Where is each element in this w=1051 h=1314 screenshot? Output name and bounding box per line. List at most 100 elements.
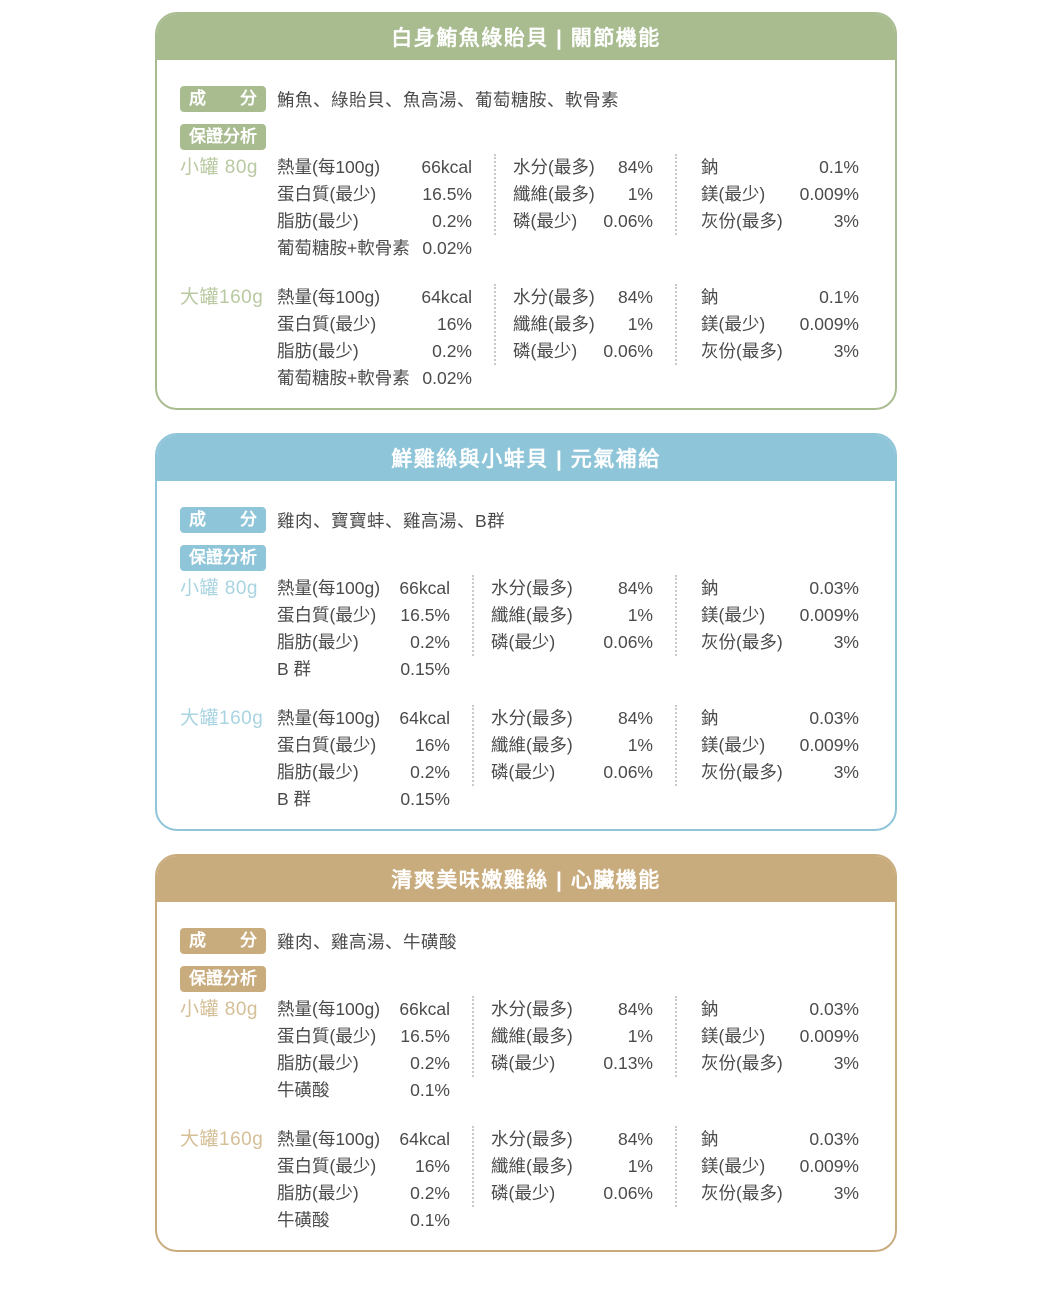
nutrition-row: 脂肪(最少) 0.2%	[277, 1050, 450, 1077]
nutrient-value: 0.06%	[603, 762, 653, 782]
nutrient-label: 脂肪(最少)	[277, 341, 359, 361]
nutrient-value: 0.2%	[432, 211, 472, 231]
nutrient-label: B 群	[277, 789, 312, 809]
card-body: 成分 雞肉、寶寶蚌、雞高湯、B群 保證分析 小罐 80g 熱量(每100g) 66…	[157, 481, 895, 829]
nutrient-value: 0.06%	[603, 632, 653, 652]
nutrient-label: 熱量(每100g)	[277, 999, 381, 1019]
nutrient-value: 1%	[627, 605, 653, 625]
nutrient-label: 水分(最多)	[491, 1129, 573, 1149]
large-can-section: 大罐160g 熱量(每100g) 64kcal 蛋白質(最少) 16% 脂肪(最少)…	[180, 1126, 895, 1234]
nutrient-value: 16.5%	[422, 184, 472, 204]
nutrient-value: 0.2%	[410, 1183, 450, 1203]
product-card-tender-chicken: 清爽美味嫩雞絲 | 心臟機能 成分 雞肉、雞高湯、牛磺酸 保證分析 小罐 80g…	[155, 854, 897, 1252]
nutrition-row: 蛋白質(最少) 16%	[277, 732, 450, 759]
nutrition-row: 纖維(最多) 1%	[491, 602, 653, 629]
nutrition-row: 灰份(最多) 3%	[701, 759, 859, 786]
ingredients-badge: 成分	[180, 928, 266, 954]
nutrition-row: 脂肪(最少) 0.2%	[277, 338, 472, 365]
nutrition-row: 纖維(最多) 1%	[491, 1023, 653, 1050]
nutrient-label: 熱量(每100g)	[277, 578, 381, 598]
nutrition-row: 鎂(最少) 0.009%	[701, 732, 859, 759]
nutrient-value: 0.2%	[410, 762, 450, 782]
nutrient-value: 16%	[414, 735, 450, 755]
nutrient-value: 3%	[833, 1053, 859, 1073]
nutrient-value: 0.1%	[410, 1210, 450, 1230]
card-title-bar: 鮮雞絲與小蚌貝 | 元氣補給	[157, 435, 895, 481]
nutrition-column-minerals: 鈉 0.03% 鎂(最少) 0.009% 灰份(最多) 3%	[701, 996, 859, 1077]
nutrient-value: 84%	[617, 157, 653, 177]
nutrient-value: 64kcal	[399, 1129, 450, 1149]
column-divider	[472, 575, 474, 656]
nutrient-value: 66kcal	[421, 157, 472, 177]
nutrition-row: 葡萄糖胺+軟骨素 0.02%	[277, 235, 472, 262]
nutrient-label: 灰份(最多)	[701, 632, 783, 652]
column-divider	[675, 996, 677, 1077]
nutrient-value: 0.13%	[603, 1053, 653, 1073]
nutrient-label: B 群	[277, 659, 312, 679]
nutrition-row: 脂肪(最少) 0.2%	[277, 629, 450, 656]
small-can-section: 小罐 80g 熱量(每100g) 66kcal 蛋白質(最少) 16.5% 脂肪(最…	[180, 154, 895, 262]
nutrition-column-energy: 熱量(每100g) 66kcal 蛋白質(最少) 16.5% 脂肪(最少) 0.2% …	[277, 575, 450, 683]
nutrient-label: 鎂(最少)	[701, 1026, 766, 1046]
nutrient-value: 0.009%	[799, 1156, 859, 1176]
nutrition-column-energy: 熱量(每100g) 66kcal 蛋白質(最少) 16.5% 脂肪(最少) 0.2% …	[277, 996, 450, 1104]
nutrition-row: 鎂(最少) 0.009%	[701, 1023, 859, 1050]
nutrition-row: 灰份(最多) 3%	[701, 208, 859, 235]
ingredients-row: 成分 雞肉、寶寶蚌、雞高湯、B群	[180, 507, 895, 533]
nutrient-label: 脂肪(最少)	[277, 1183, 359, 1203]
large-can-section: 大罐160g 熱量(每100g) 64kcal 蛋白質(最少) 16% 脂肪(最少)…	[180, 705, 895, 813]
nutrient-label: 脂肪(最少)	[277, 762, 359, 782]
nutrient-label: 纖維(最多)	[491, 1026, 573, 1046]
nutrient-label: 纖維(最多)	[513, 314, 595, 334]
nutrition-row: 水分(最多) 84%	[513, 284, 653, 311]
nutrition-row: 灰份(最多) 3%	[701, 629, 859, 656]
can-size-label: 大罐160g	[180, 1129, 264, 1150]
card-body: 成分 鮪魚、綠貽貝、魚高湯、葡萄糖胺、軟骨素 保證分析 小罐 80g 熱量(每1…	[157, 60, 895, 408]
nutrient-label: 磷(最少)	[491, 1053, 556, 1073]
ingredients-text: 雞肉、寶寶蚌、雞高湯、B群	[277, 510, 506, 531]
nutrition-column-moisture: 水分(最多) 84% 纖維(最多) 1% 磷(最少) 0.06%	[491, 575, 653, 656]
can-size-label: 小罐 80g	[180, 578, 258, 599]
nutrient-label: 水分(最多)	[491, 578, 573, 598]
nutrient-label: 蛋白質(最少)	[277, 1026, 377, 1046]
nutrient-value: 0.1%	[819, 287, 859, 307]
nutrient-label: 蛋白質(最少)	[277, 184, 377, 204]
nutrient-label: 熱量(每100g)	[277, 708, 381, 728]
nutrient-label: 灰份(最多)	[701, 211, 783, 231]
nutrition-column-minerals: 鈉 0.1% 鎂(最少) 0.009% 灰份(最多) 3%	[701, 284, 859, 365]
large-can-section: 大罐160g 熱量(每100g) 64kcal 蛋白質(最少) 16% 脂肪(最少)…	[180, 284, 895, 392]
nutrition-row: 蛋白質(最少) 16.5%	[277, 602, 450, 629]
column-divider	[472, 996, 474, 1077]
nutrient-label: 鎂(最少)	[701, 184, 766, 204]
product-card-tuna-mussel: 白身鮪魚綠貽貝 | 關節機能 成分 鮪魚、綠貽貝、魚高湯、葡萄糖胺、軟骨素 保證…	[155, 12, 897, 410]
nutrient-value: 0.009%	[799, 314, 859, 334]
card-title-bar: 清爽美味嫩雞絲 | 心臟機能	[157, 856, 895, 902]
nutrient-value: 3%	[833, 632, 859, 652]
nutrition-row: 磷(最少) 0.06%	[491, 759, 653, 786]
nutrient-value: 1%	[627, 314, 653, 334]
nutrition-column-moisture: 水分(最多) 84% 纖維(最多) 1% 磷(最少) 0.13%	[491, 996, 653, 1077]
nutrient-label: 葡萄糖胺+軟骨素	[277, 368, 410, 388]
nutrition-row: 水分(最多) 84%	[491, 1126, 653, 1153]
nutrient-value: 0.009%	[799, 1026, 859, 1046]
nutrition-column-energy: 熱量(每100g) 64kcal 蛋白質(最少) 16% 脂肪(最少) 0.2% B …	[277, 705, 450, 813]
product-title: 清爽美味嫩雞絲 | 心臟機能	[391, 869, 661, 892]
ingredients-row: 成分 鮪魚、綠貽貝、魚高湯、葡萄糖胺、軟骨素	[180, 86, 895, 112]
nutrient-label: 鎂(最少)	[701, 314, 766, 334]
nutrition-row: 蛋白質(最少) 16.5%	[277, 181, 472, 208]
nutrient-label: 磷(最少)	[491, 762, 556, 782]
nutrient-value: 66kcal	[399, 999, 450, 1019]
nutrition-row: 水分(最多) 84%	[513, 154, 653, 181]
nutrition-row: 蛋白質(最少) 16%	[277, 311, 472, 338]
nutrition-row: 鈉 0.1%	[701, 154, 859, 181]
nutrient-value: 0.009%	[799, 735, 859, 755]
nutrition-row: 鈉 0.1%	[701, 284, 859, 311]
nutrition-row: 牛磺酸 0.1%	[277, 1077, 450, 1104]
nutrient-value: 0.03%	[809, 578, 859, 598]
ingredients-text: 鮪魚、綠貽貝、魚高湯、葡萄糖胺、軟骨素	[277, 89, 619, 110]
nutrient-value: 3%	[833, 341, 859, 361]
nutrient-label: 水分(最多)	[491, 708, 573, 728]
nutrient-value: 16%	[436, 314, 472, 334]
nutrition-row: 熱量(每100g) 66kcal	[277, 575, 450, 602]
